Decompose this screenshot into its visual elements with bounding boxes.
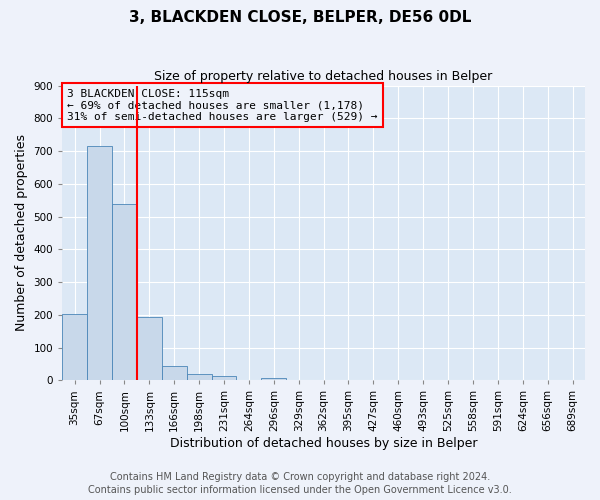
Bar — [162, 366, 187, 380]
Bar — [62, 314, 87, 380]
Y-axis label: Number of detached properties: Number of detached properties — [15, 134, 28, 332]
Bar — [262, 378, 286, 380]
Text: Contains HM Land Registry data © Crown copyright and database right 2024.
Contai: Contains HM Land Registry data © Crown c… — [88, 472, 512, 495]
Bar — [137, 317, 162, 380]
Bar — [187, 374, 212, 380]
Bar — [87, 146, 112, 380]
Bar — [212, 376, 236, 380]
Text: 3 BLACKDEN CLOSE: 115sqm
← 69% of detached houses are smaller (1,178)
31% of sem: 3 BLACKDEN CLOSE: 115sqm ← 69% of detach… — [67, 88, 378, 122]
Text: 3, BLACKDEN CLOSE, BELPER, DE56 0DL: 3, BLACKDEN CLOSE, BELPER, DE56 0DL — [129, 10, 471, 25]
Bar — [112, 204, 137, 380]
X-axis label: Distribution of detached houses by size in Belper: Distribution of detached houses by size … — [170, 437, 478, 450]
Title: Size of property relative to detached houses in Belper: Size of property relative to detached ho… — [154, 70, 493, 83]
